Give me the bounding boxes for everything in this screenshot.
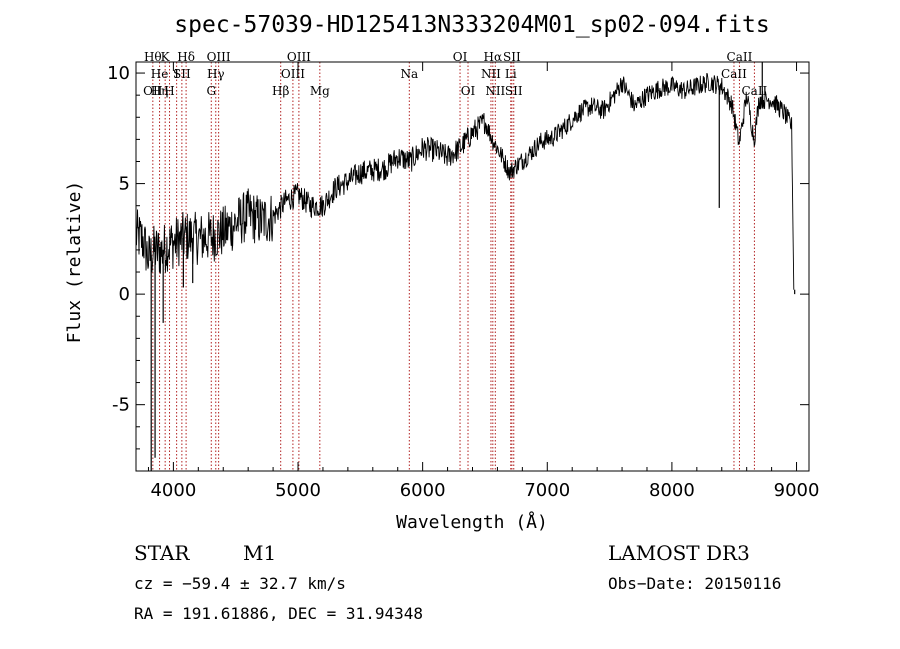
x-tick-label: 7000	[524, 480, 570, 501]
emission-line-label: He	[151, 67, 169, 81]
emission-line-label: OI	[461, 84, 476, 98]
emission-line-label: CaII	[721, 67, 747, 81]
x-tick-label: 9000	[774, 480, 820, 501]
emission-line-label: Hθ	[144, 50, 162, 64]
emission-line-label: NII	[485, 84, 505, 98]
y-tick-label: 10	[107, 63, 130, 84]
emission-line-label: K	[161, 50, 171, 64]
emission-line-label: SII	[173, 67, 191, 81]
observation-date: Obs−Date: 20150116	[608, 574, 781, 593]
emission-line-label: Hβ	[272, 84, 289, 98]
spectrum-series	[135, 62, 796, 471]
object-subclass: M1	[243, 541, 276, 565]
redshift-velocity: cz = −59.4 ± 32.7 km/s	[134, 574, 346, 593]
x-tick-label: 4000	[150, 480, 196, 501]
emission-line-label: Hγ	[207, 67, 225, 81]
emission-line-label: Mg	[310, 84, 330, 98]
y-axis-ticks: -5 0 5 10	[107, 63, 809, 450]
emission-line-label: Na	[400, 67, 418, 81]
emission-line-label: NII	[481, 67, 501, 81]
emission-line-label: CaII	[741, 84, 767, 98]
emission-line-label: Hη	[151, 84, 169, 98]
emission-line-label: SII	[505, 84, 523, 98]
emission-line-labels: HθOIIHeHηKHISIIHδGHγOIIIHβOIIIOIIIMgNaOI…	[143, 50, 767, 98]
emission-line-label: Hα	[484, 50, 503, 64]
x-tick-label: 5000	[275, 480, 321, 501]
survey-name: LAMOST DR3	[608, 541, 750, 565]
emission-line-markers	[152, 62, 755, 471]
y-tick-label: 5	[119, 174, 130, 195]
emission-line-label: OI	[453, 50, 468, 64]
x-tick-label: 8000	[649, 480, 695, 501]
emission-line-label: OIII	[281, 67, 305, 81]
spectrum-line	[135, 73, 795, 290]
emission-line-label: OII	[143, 84, 163, 98]
sky-coordinates: RA = 191.61886, DEC = 31.94348	[134, 604, 423, 623]
chart-title: spec-57039-HD125413N333204M01_sp02-094.f…	[174, 12, 769, 38]
emission-line-label: OIII	[287, 50, 311, 64]
emission-line-label: OIII	[207, 50, 231, 64]
emission-line-label: I	[174, 67, 179, 81]
emission-line-label: CaII	[727, 50, 753, 64]
y-axis-label: Flux (relative)	[64, 181, 85, 344]
object-class: STAR	[134, 541, 190, 565]
y-tick-label: -5	[112, 395, 130, 416]
x-tick-label: 6000	[400, 480, 446, 501]
emission-line-label: Hδ	[177, 50, 195, 64]
x-axis-ticks: 4000 5000 6000 7000 8000 9000	[147, 62, 820, 501]
emission-line-label: Li	[505, 67, 517, 81]
emission-line-label: G	[206, 84, 216, 98]
emission-line-label: H	[164, 84, 174, 98]
y-tick-label: 0	[119, 284, 130, 305]
emission-line-label: SII	[503, 50, 521, 64]
plot-frame	[135, 61, 810, 472]
x-axis-label: Wavelength (Å)	[396, 511, 548, 533]
